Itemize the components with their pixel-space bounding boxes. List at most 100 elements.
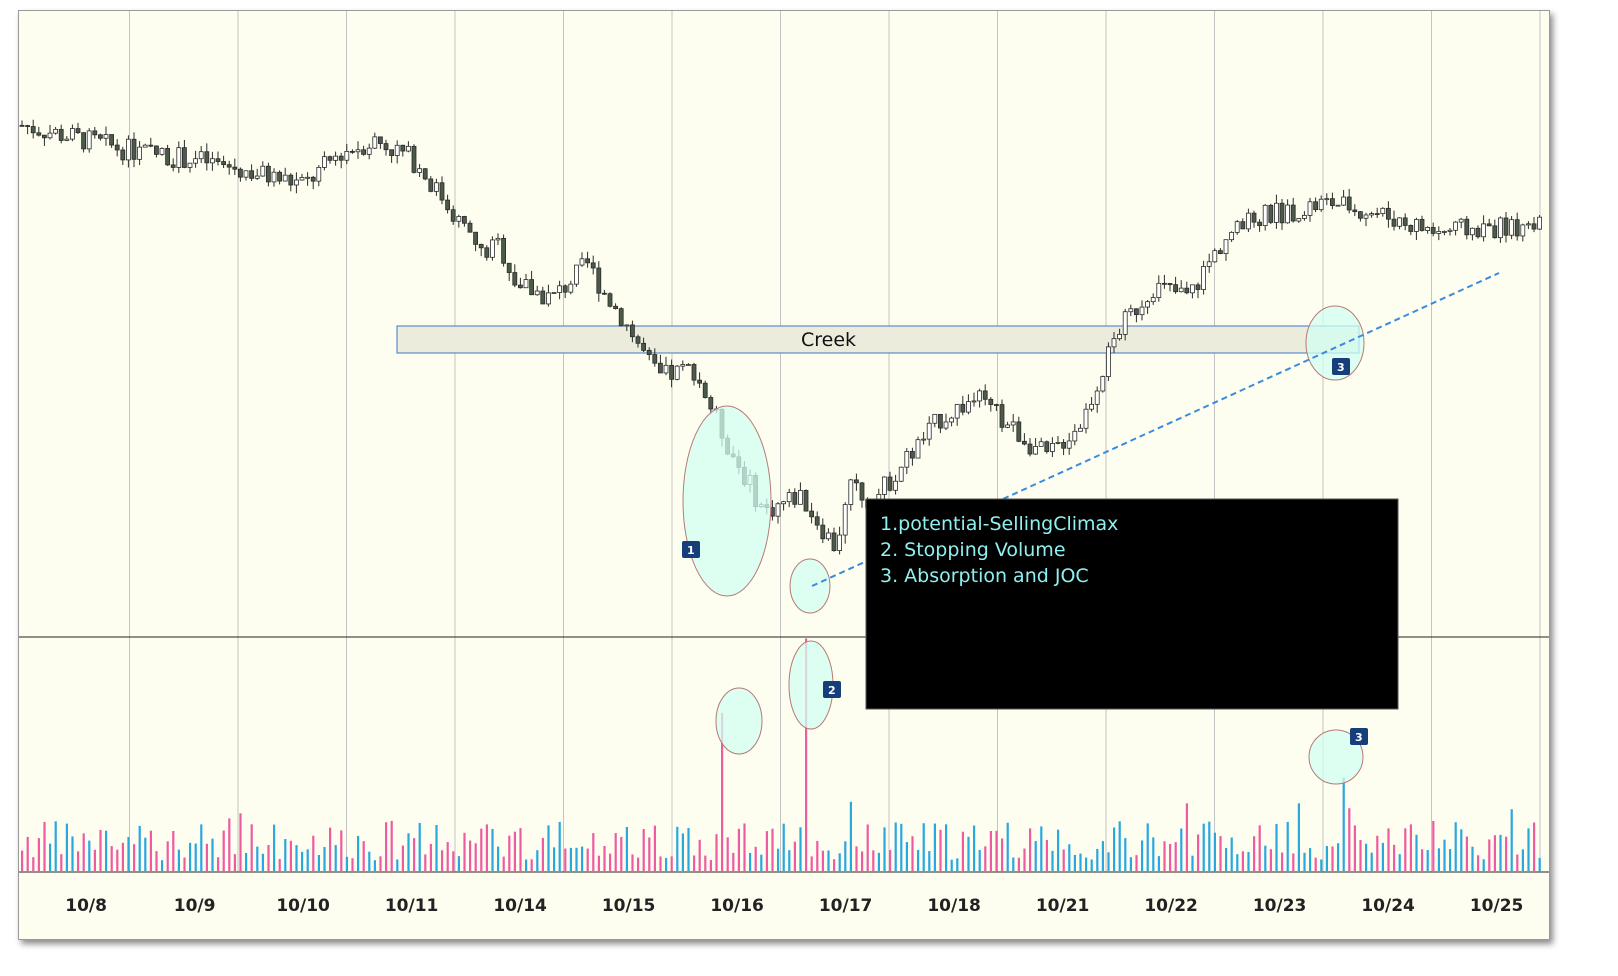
volume-bar bbox=[435, 825, 438, 871]
x-tick-labels: 10/8 10/9 10/10 10/11 10/14 10/15 10/16 10/17 10… bbox=[65, 896, 1523, 916]
volume-bar bbox=[950, 859, 953, 871]
volume-bar bbox=[65, 823, 68, 871]
volume-bar bbox=[687, 827, 690, 871]
volume-bar bbox=[513, 831, 516, 871]
x-tick-label: 10/25 bbox=[1470, 896, 1524, 916]
x-tick-label: 10/24 bbox=[1361, 896, 1415, 916]
x-tick-label: 10/8 bbox=[65, 896, 107, 916]
volume-bar bbox=[362, 841, 365, 871]
candle-body bbox=[982, 390, 988, 400]
volume-bar bbox=[306, 849, 309, 871]
volume-bar bbox=[88, 840, 91, 871]
candle-body bbox=[1061, 441, 1066, 449]
candle-body bbox=[1139, 306, 1145, 316]
volume-bar bbox=[1208, 821, 1211, 871]
volume-bar bbox=[1331, 846, 1334, 871]
volume-bar bbox=[1286, 821, 1289, 871]
volume-bar bbox=[205, 843, 208, 871]
candle-body bbox=[103, 134, 109, 139]
volume-bar bbox=[995, 830, 998, 871]
volume-bar bbox=[161, 860, 164, 871]
candle-body bbox=[949, 417, 954, 423]
volume-bar bbox=[782, 823, 785, 871]
candle-body bbox=[153, 145, 159, 155]
volume-bar bbox=[194, 843, 197, 871]
candle-body bbox=[366, 147, 372, 155]
candle-body bbox=[798, 490, 803, 505]
candle-body bbox=[921, 438, 926, 441]
volume-bar bbox=[407, 833, 410, 871]
volume-bar bbox=[1034, 841, 1037, 871]
volume-bar bbox=[978, 849, 981, 871]
candle-body bbox=[814, 516, 820, 526]
candle-body bbox=[854, 479, 859, 484]
candle-body bbox=[456, 216, 462, 222]
volume-bar bbox=[463, 832, 466, 871]
candle-body bbox=[1436, 231, 1442, 234]
candle-body bbox=[1470, 227, 1475, 236]
volume-bar bbox=[620, 836, 623, 871]
badge-1: 1 bbox=[682, 541, 700, 558]
candle-body bbox=[114, 144, 120, 151]
candle-body bbox=[1251, 212, 1257, 223]
volume-bar bbox=[1079, 853, 1082, 871]
volume-bar bbox=[278, 858, 281, 871]
volume-bar bbox=[793, 841, 796, 871]
candle-body bbox=[176, 147, 182, 168]
volume-series bbox=[21, 638, 1541, 871]
candle-body bbox=[1503, 217, 1509, 236]
candle-body bbox=[181, 147, 187, 168]
candle-body bbox=[1150, 297, 1156, 303]
candle-body bbox=[848, 479, 854, 505]
candle-body bbox=[1486, 223, 1492, 227]
volume-bar bbox=[1342, 777, 1345, 871]
volume-bar bbox=[1516, 854, 1519, 871]
candle-body bbox=[25, 125, 30, 127]
volume-bar bbox=[267, 844, 270, 871]
volume-bar bbox=[883, 827, 886, 871]
candle-body bbox=[646, 349, 652, 355]
volume-bar bbox=[1381, 842, 1384, 871]
volume-bar bbox=[1365, 843, 1368, 871]
candle-body bbox=[1156, 282, 1162, 298]
volume-bar bbox=[894, 822, 897, 871]
candle-body bbox=[585, 258, 590, 264]
candle-body bbox=[221, 161, 227, 166]
candle-body bbox=[64, 138, 70, 141]
candle-body bbox=[1531, 223, 1537, 230]
candle-body bbox=[187, 162, 193, 168]
candle-body bbox=[344, 150, 350, 161]
candle-body bbox=[1078, 427, 1083, 432]
volume-bar bbox=[603, 845, 606, 871]
volume-bar bbox=[1348, 808, 1351, 871]
volume-bar bbox=[446, 842, 449, 871]
volume-bar bbox=[1191, 855, 1194, 871]
candle-body bbox=[495, 237, 501, 241]
volume-bar bbox=[614, 833, 617, 871]
volume-bar bbox=[312, 835, 315, 871]
candle-body bbox=[445, 199, 451, 211]
volume-bar bbox=[810, 856, 813, 871]
volume-bar bbox=[1001, 838, 1004, 871]
volume-bar bbox=[866, 824, 869, 871]
candle-body bbox=[557, 285, 562, 293]
candle-body bbox=[517, 284, 523, 289]
volume-bar bbox=[1432, 821, 1435, 871]
volume-bar bbox=[547, 825, 550, 871]
volume-bar bbox=[900, 823, 903, 871]
candle-body bbox=[669, 364, 674, 380]
volume-bar bbox=[726, 837, 729, 871]
volume-bar bbox=[351, 858, 354, 871]
volume-bar bbox=[452, 851, 455, 871]
volume-bar bbox=[121, 842, 124, 871]
volume-bar bbox=[284, 838, 287, 871]
candle-body bbox=[1386, 207, 1391, 220]
candle-body bbox=[1268, 204, 1274, 223]
volume-bar bbox=[1096, 848, 1099, 871]
candle-body bbox=[142, 144, 148, 148]
candle-body bbox=[1352, 209, 1358, 213]
volume-bar bbox=[653, 825, 656, 871]
volume-bar bbox=[1146, 823, 1149, 871]
volume-bar bbox=[1488, 839, 1491, 871]
candle-body bbox=[1346, 196, 1352, 211]
